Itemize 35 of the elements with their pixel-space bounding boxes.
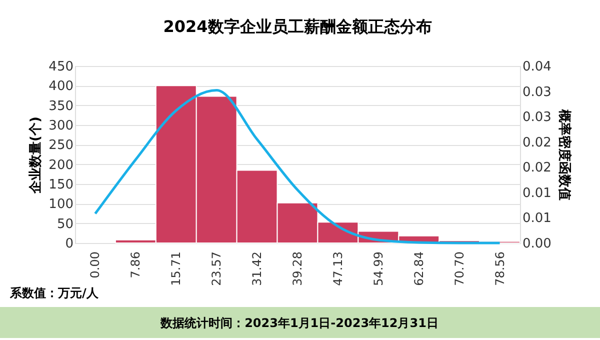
x-tick-label: 70.70 bbox=[452, 252, 466, 286]
x-tick-label: 0.00 bbox=[88, 252, 102, 278]
y-tick-label: 350 bbox=[48, 98, 74, 114]
y-tick-label: 150 bbox=[48, 178, 74, 192]
text: 系数值：万元/人 bbox=[9, 286, 100, 300]
x-tick-label: 39.28 bbox=[290, 252, 304, 286]
y-axis-title: 企业数量(个) bbox=[28, 116, 44, 194]
y-tick-label: 100 bbox=[48, 197, 74, 212]
y2-tick-label: 0.03 bbox=[522, 110, 552, 126]
y2-tick-label: 0.02 bbox=[522, 160, 552, 176]
x-tick-label: 78.56 bbox=[492, 252, 507, 286]
y2-tick-label: 0.01 bbox=[522, 211, 552, 226]
text: 数据统计时间：2023年1月1日-2023年12月31日 bbox=[160, 316, 438, 330]
y-tick-label: 200 bbox=[48, 158, 74, 173]
y2-tick-label: 0.01 bbox=[522, 186, 552, 201]
y-tick-label: 0 bbox=[65, 236, 74, 252]
y2-axis-title: 概率密度函数值 bbox=[556, 108, 572, 200]
y2-tick-label: 0.02 bbox=[522, 135, 552, 150]
x-tick-label: 62.84 bbox=[412, 252, 426, 286]
x-tick-label: 7.86 bbox=[128, 252, 143, 278]
y-tick-label: 50 bbox=[56, 216, 74, 232]
x-tick-label: 54.99 bbox=[371, 252, 386, 286]
line-series bbox=[94, 89, 502, 244]
y-tick-label: 450 bbox=[48, 60, 74, 74]
x-tick-label: 47.13 bbox=[330, 252, 345, 286]
y2-tick-label: 0.00 bbox=[522, 236, 552, 252]
chart-title: 2024数字企业员工薪酬金额正态分布 bbox=[163, 17, 432, 36]
x-tick-label: 15.71 bbox=[169, 252, 184, 286]
x-tick-label: 31.42 bbox=[250, 252, 264, 286]
x-tick-label: 23.57 bbox=[210, 252, 224, 286]
y-tick-label: 250 bbox=[48, 138, 74, 154]
y-tick-label: 400 bbox=[48, 79, 74, 94]
y2-tick-label: 0.03 bbox=[522, 84, 552, 100]
y2-tick-label: 0.04 bbox=[522, 60, 552, 74]
y-tick-label: 300 bbox=[48, 118, 74, 134]
